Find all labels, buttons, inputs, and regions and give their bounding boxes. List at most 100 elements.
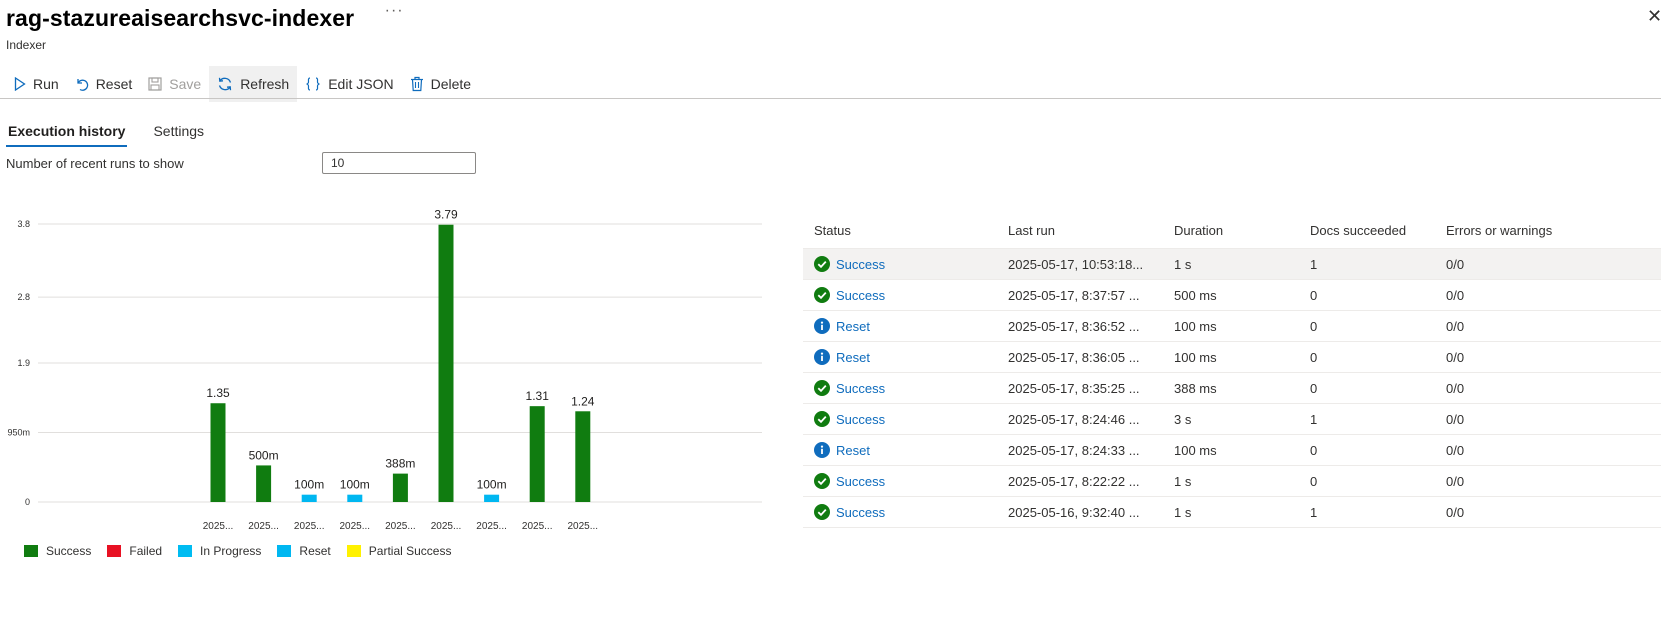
table-row[interactable]: Success 2025-05-17, 8:35:25 ... 388 ms 0 0/0	[803, 373, 1661, 404]
docs-succeeded-cell: 1	[1310, 411, 1318, 427]
legend-swatch	[24, 545, 38, 557]
x-tick-label: 2025...	[522, 521, 553, 532]
last-run-cell: 2025-05-17, 8:37:57 ...	[1008, 287, 1140, 303]
column-header-status[interactable]: Status	[814, 222, 851, 238]
last-run-cell: 2025-05-17, 8:24:46 ...	[1008, 411, 1140, 427]
legend-item[interactable]: Failed	[107, 544, 162, 558]
errors-warnings-cell: 0/0	[1446, 442, 1465, 458]
column-header-errors-warnings[interactable]: Errors or warnings	[1446, 222, 1553, 238]
delete-button[interactable]: Delete	[402, 66, 479, 102]
x-tick-label: 2025...	[340, 521, 371, 532]
status-link[interactable]: Success	[836, 380, 886, 396]
success-check-icon	[814, 473, 830, 489]
info-icon	[814, 318, 830, 334]
legend-label: Success	[46, 544, 92, 558]
close-icon[interactable]: ✕	[1647, 6, 1661, 26]
execution-history-table: Status Last run Duration Docs succeeded …	[803, 212, 1661, 528]
legend-item[interactable]: Reset	[277, 544, 331, 558]
table-row[interactable]: Success 2025-05-17, 8:37:57 ... 500 ms 0 0/0	[803, 280, 1661, 311]
reset-button[interactable]: Reset	[67, 66, 141, 102]
status-link[interactable]: Reset	[836, 442, 870, 458]
success-check-icon	[814, 504, 830, 520]
status-cell: Success	[803, 411, 1008, 427]
column-header-last-run[interactable]: Last run	[1008, 222, 1055, 238]
status-cell: Success	[803, 256, 1008, 272]
toolbar-divider	[0, 98, 1661, 99]
legend-item[interactable]: Success	[24, 544, 91, 558]
bar	[575, 411, 591, 502]
status-link[interactable]: Success	[836, 287, 886, 303]
errors-warnings-cell: 0/0	[1446, 380, 1465, 396]
tab-list: Execution history Settings	[6, 120, 230, 147]
duration-cell: 1 s	[1174, 473, 1192, 489]
table-row[interactable]: Reset 2025-05-17, 8:36:05 ... 100 ms 0 0/0	[803, 342, 1661, 373]
runs-count-label: Number of recent runs to show	[6, 156, 184, 171]
success-check-icon	[814, 256, 830, 272]
x-tick-label: 2025...	[248, 521, 279, 532]
status-link[interactable]: Success	[836, 256, 886, 272]
docs-succeeded-cell: 0	[1310, 318, 1318, 334]
last-run-cell: 2025-05-17, 8:36:52 ...	[1008, 318, 1140, 334]
docs-succeeded-cell: 0	[1310, 473, 1318, 489]
refresh-label: Refresh	[240, 76, 290, 92]
x-tick-label: 2025...	[568, 521, 599, 532]
y-tick-label: 1.9	[17, 358, 30, 368]
page-header: rag-stazureaisearchsvc-indexer ··· Index…	[6, 2, 404, 52]
status-link[interactable]: Success	[836, 504, 886, 520]
command-bar: Run Reset Save Refresh Edit JSON Delete	[6, 66, 479, 102]
success-check-icon	[814, 287, 830, 303]
save-icon	[148, 77, 162, 91]
x-tick-label: 2025...	[385, 521, 416, 532]
bar-data-label: 1.31	[526, 389, 550, 403]
refresh-icon	[217, 76, 233, 92]
errors-warnings-cell: 0/0	[1446, 349, 1465, 365]
table-row[interactable]: Reset 2025-05-17, 8:24:33 ... 100 ms 0 0/0	[803, 435, 1661, 466]
status-cell: Reset	[803, 349, 1008, 365]
bar-data-label: 388m	[385, 457, 415, 471]
success-check-icon	[814, 380, 830, 396]
table-row[interactable]: Success 2025-05-16, 9:32:40 ... 1 s 1 0/0	[803, 497, 1661, 528]
bar	[301, 494, 317, 502]
bar	[484, 494, 500, 502]
refresh-button[interactable]: Refresh	[209, 66, 298, 102]
column-header-duration[interactable]: Duration	[1174, 222, 1224, 238]
status-link[interactable]: Success	[836, 411, 886, 427]
duration-cell: 1 s	[1174, 504, 1192, 520]
docs-succeeded-cell: 1	[1310, 256, 1318, 272]
bar-data-label: 100m	[340, 478, 370, 492]
info-icon	[814, 349, 830, 365]
tab-execution-history[interactable]: Execution history	[6, 120, 128, 147]
chart-legend: Success Failed In Progress Reset Partial Suc…	[24, 544, 467, 558]
status-link[interactable]: Success	[836, 473, 886, 489]
edit-json-button[interactable]: Edit JSON	[297, 66, 401, 102]
execution-duration-chart: 3.8 2.8 1.9 950m 0 1.35 2025... 500m 2025... 100m…	[7, 208, 762, 532]
duration-cell: 388 ms	[1174, 380, 1217, 396]
column-header-docs-succeeded[interactable]: Docs succeeded	[1310, 222, 1407, 238]
table-row[interactable]: Success 2025-05-17, 8:22:22 ... 1 s 0 0/0	[803, 466, 1661, 497]
save-button[interactable]: Save	[140, 66, 209, 102]
status-link[interactable]: Reset	[836, 318, 870, 334]
duration-cell: 3 s	[1174, 411, 1192, 427]
legend-label: Failed	[129, 544, 163, 558]
tab-settings[interactable]: Settings	[153, 123, 205, 139]
duration-cell: 1 s	[1174, 256, 1192, 272]
more-options-icon[interactable]: ···	[384, 2, 404, 19]
table-row[interactable]: Reset 2025-05-17, 8:36:52 ... 100 ms 0 0/0	[803, 311, 1661, 342]
errors-warnings-cell: 0/0	[1446, 318, 1465, 334]
bar	[529, 406, 545, 502]
duration-cell: 500 ms	[1174, 287, 1217, 303]
legend-item[interactable]: In Progress	[178, 544, 261, 558]
legend-item[interactable]: Partial Success	[346, 544, 451, 558]
undo-icon	[75, 77, 89, 91]
bar-data-label: 100m	[477, 478, 507, 492]
page-title: rag-stazureaisearchsvc-indexer	[6, 5, 355, 31]
reset-label: Reset	[95, 76, 133, 92]
bar-data-label: 1.35	[206, 386, 230, 400]
table-row[interactable]: Success 2025-05-17, 10:53:18... 1 s 1 0/0	[803, 249, 1661, 280]
edit-json-label: Edit JSON	[328, 76, 394, 92]
status-link[interactable]: Reset	[836, 349, 870, 365]
table-row[interactable]: Success 2025-05-17, 8:24:46 ... 3 s 1 0/0	[803, 404, 1661, 435]
runs-count-input[interactable]	[322, 152, 476, 174]
run-button[interactable]: Run	[6, 66, 67, 102]
status-cell: Success	[803, 287, 1008, 303]
